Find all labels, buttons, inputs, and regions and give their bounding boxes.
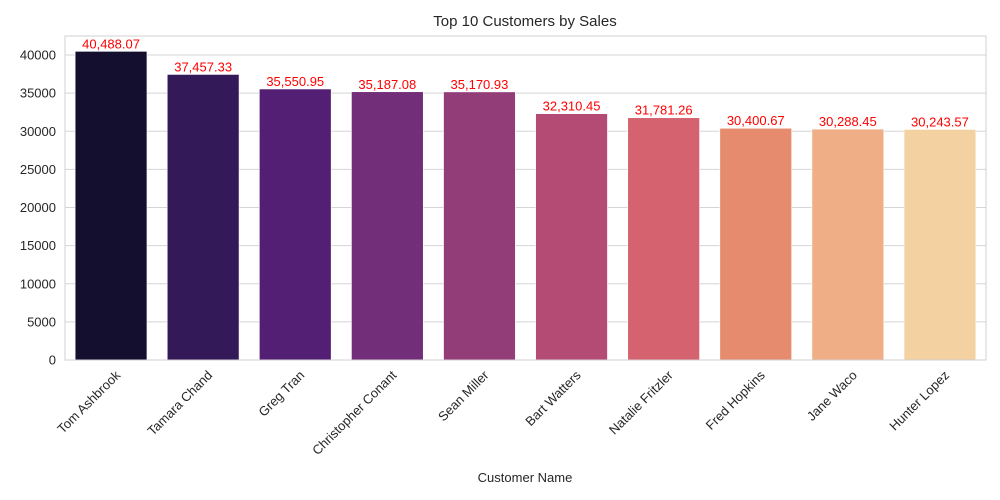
bar bbox=[166, 74, 240, 361]
y-tick-label: 35000 bbox=[20, 86, 56, 101]
y-tick-label: 5000 bbox=[27, 314, 56, 329]
bar bbox=[903, 129, 977, 361]
y-axis-ticks: 0 5000 10000 15000 20000 25000 30000 35000 40000 bbox=[20, 48, 56, 368]
x-tick-label: Tamara Chand bbox=[144, 368, 215, 439]
bar bbox=[535, 113, 608, 361]
y-tick-label: 30000 bbox=[20, 124, 56, 139]
x-tick-label: Jane Waco bbox=[804, 368, 860, 424]
bar bbox=[259, 88, 332, 361]
y-tick-label: 10000 bbox=[20, 276, 56, 291]
data-label: 35,187.08 bbox=[358, 77, 416, 92]
x-axis-label: Customer Name bbox=[478, 470, 573, 485]
data-label: 35,550.95 bbox=[266, 74, 324, 89]
y-tick-label: 40000 bbox=[20, 48, 56, 63]
x-tick-label: Bart Watters bbox=[522, 367, 584, 429]
data-labels: 40,488.07 37,457.33 35,550.95 35,187.08 35,1… bbox=[82, 36, 969, 129]
x-tick-label: Fred Hopkins bbox=[703, 367, 769, 433]
bar bbox=[351, 91, 424, 361]
bar bbox=[74, 51, 148, 361]
bars bbox=[74, 51, 977, 361]
y-tick-label: 0 bbox=[49, 353, 56, 368]
plot-frame bbox=[64, 35, 987, 361]
x-axis-ticks: Tom Ashbrook Tamara Chand Greg Tran Christo… bbox=[54, 367, 952, 458]
y-tick-label: 20000 bbox=[20, 200, 56, 215]
data-label: 30,400.67 bbox=[727, 113, 785, 128]
bar bbox=[719, 127, 792, 361]
data-label: 30,288.45 bbox=[819, 114, 877, 129]
bar bbox=[811, 128, 885, 361]
chart-title: Top 10 Customers by Sales bbox=[433, 13, 616, 30]
x-tick-label: Christopher Conant bbox=[309, 367, 400, 458]
x-tick-label: Greg Tran bbox=[255, 368, 307, 420]
data-label: 30,243.57 bbox=[911, 114, 969, 129]
x-tick-label: Sean Miller bbox=[435, 367, 492, 424]
y-tick-label: 25000 bbox=[20, 162, 56, 177]
y-tick-label: 15000 bbox=[20, 238, 56, 253]
x-tick-label: Natalie Fritzler bbox=[606, 367, 676, 437]
data-label: 35,170.93 bbox=[451, 77, 509, 92]
data-label: 40,488.07 bbox=[82, 36, 140, 51]
bar bbox=[443, 91, 516, 361]
data-label: 32,310.45 bbox=[543, 99, 601, 114]
bar bbox=[627, 117, 700, 361]
data-label: 37,457.33 bbox=[174, 59, 232, 74]
x-tick-label: Tom Ashbrook bbox=[54, 367, 123, 436]
x-tick-label: Hunter Lopez bbox=[886, 368, 952, 434]
data-label: 31,781.26 bbox=[635, 103, 693, 118]
